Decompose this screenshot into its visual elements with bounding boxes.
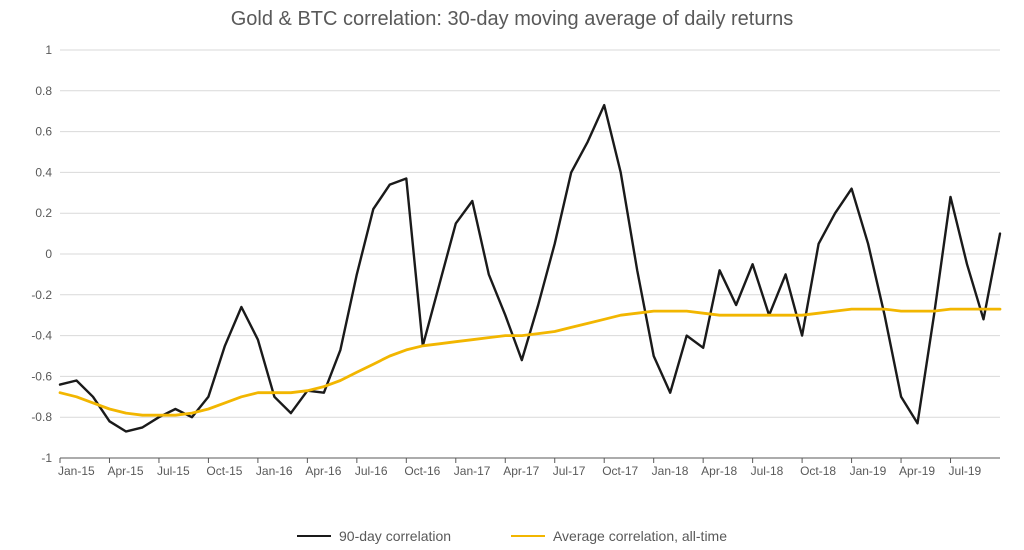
svg-text:Oct-15: Oct-15 xyxy=(206,464,242,478)
svg-text:Jan-16: Jan-16 xyxy=(256,464,293,478)
svg-text:Apr-16: Apr-16 xyxy=(305,464,341,478)
svg-text:Jul-18: Jul-18 xyxy=(751,464,784,478)
plot-svg: -1-0.8-0.6-0.4-0.200.20.40.60.81Jan-15Ap… xyxy=(60,50,1000,480)
svg-text:Jan-18: Jan-18 xyxy=(652,464,689,478)
legend-item-90day: 90-day correlation xyxy=(297,528,451,544)
legend-label-alltime: Average correlation, all-time xyxy=(553,528,727,544)
svg-text:0.6: 0.6 xyxy=(35,125,52,139)
svg-text:-0.6: -0.6 xyxy=(31,369,52,383)
svg-text:-1: -1 xyxy=(41,451,52,465)
svg-text:Apr-15: Apr-15 xyxy=(107,464,143,478)
chart-title: Gold & BTC correlation: 30-day moving av… xyxy=(0,8,1024,31)
svg-text:-0.2: -0.2 xyxy=(31,288,52,302)
legend-item-alltime: Average correlation, all-time xyxy=(511,528,727,544)
svg-text:Oct-18: Oct-18 xyxy=(800,464,836,478)
svg-text:Oct-17: Oct-17 xyxy=(602,464,638,478)
svg-text:Apr-19: Apr-19 xyxy=(899,464,935,478)
svg-text:Jan-15: Jan-15 xyxy=(58,464,95,478)
correlation-chart: Gold & BTC correlation: 30-day moving av… xyxy=(0,0,1024,550)
svg-text:Apr-17: Apr-17 xyxy=(503,464,539,478)
svg-text:-0.4: -0.4 xyxy=(31,329,52,343)
legend: 90-day correlation Average correlation, … xyxy=(0,524,1024,544)
svg-text:1: 1 xyxy=(45,43,52,57)
svg-text:0.4: 0.4 xyxy=(35,165,52,179)
svg-text:Oct-16: Oct-16 xyxy=(404,464,440,478)
svg-text:Jul-17: Jul-17 xyxy=(553,464,586,478)
legend-swatch-alltime xyxy=(511,535,545,537)
plot-area: -1-0.8-0.6-0.4-0.200.20.40.60.81Jan-15Ap… xyxy=(60,50,1000,480)
legend-swatch-90day xyxy=(297,535,331,537)
svg-text:0.2: 0.2 xyxy=(35,206,52,220)
svg-text:0.8: 0.8 xyxy=(35,84,52,98)
legend-label-90day: 90-day correlation xyxy=(339,528,451,544)
svg-text:Jan-17: Jan-17 xyxy=(454,464,491,478)
svg-text:Apr-18: Apr-18 xyxy=(701,464,737,478)
svg-text:-0.8: -0.8 xyxy=(31,410,52,424)
svg-text:Jul-15: Jul-15 xyxy=(157,464,190,478)
svg-text:0: 0 xyxy=(45,247,52,261)
svg-text:Jul-19: Jul-19 xyxy=(949,464,982,478)
svg-text:Jan-19: Jan-19 xyxy=(850,464,887,478)
svg-text:Jul-16: Jul-16 xyxy=(355,464,388,478)
